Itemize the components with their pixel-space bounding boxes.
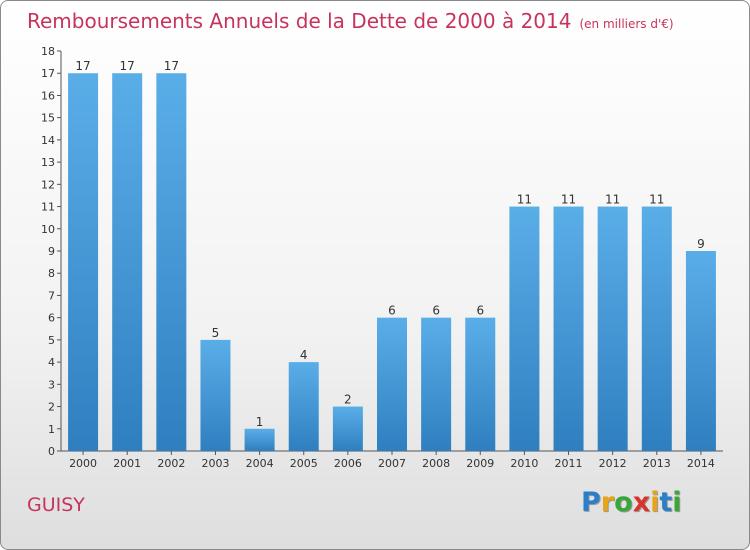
y-tick-label: 5: [48, 334, 55, 347]
chart-title-text: Remboursements Annuels de la Dette de 20…: [27, 9, 572, 33]
bar: [244, 428, 275, 451]
x-tick-label: 2013: [643, 457, 671, 470]
y-tick-label: 11: [41, 201, 55, 214]
data-labels: 17 17 17 5 1 4 2 6 6 6 11 11 11 11 9: [75, 59, 704, 429]
proxiti-logo[interactable]: Proxiti: [581, 487, 682, 518]
y-tick-label: 9: [48, 245, 55, 258]
data-label: 6: [432, 304, 440, 318]
y-tick-label: 4: [48, 356, 55, 369]
y-tick-label: 2: [48, 401, 55, 414]
x-tick-label: 2000: [69, 457, 97, 470]
data-label: 9: [697, 237, 705, 251]
x-tick-label: 2007: [378, 457, 406, 470]
y-tick-label: 15: [41, 112, 55, 125]
y-tick-label: 8: [48, 267, 55, 280]
bar: [68, 73, 99, 451]
data-label: 17: [75, 59, 90, 73]
bar: [112, 73, 143, 451]
logo-letter: i: [650, 487, 660, 518]
data-label: 17: [164, 59, 179, 73]
y-tick-label: 6: [48, 312, 55, 325]
y-tick-label: 10: [41, 223, 55, 236]
bar: [288, 362, 319, 451]
x-tick-label: 2010: [510, 457, 538, 470]
bar: [156, 73, 187, 451]
unit-note: (en milliers d'€): [579, 17, 674, 31]
bar: [641, 206, 672, 451]
logo-letter: t: [659, 487, 673, 518]
data-label: 5: [212, 326, 220, 340]
x-tick-label: 2009: [466, 457, 494, 470]
data-label: 11: [649, 193, 664, 207]
logo-letter: i: [672, 487, 682, 518]
y-tick-label: 7: [48, 289, 55, 302]
x-tick-label: 2012: [599, 457, 627, 470]
x-tick-label: 2014: [687, 457, 715, 470]
x-tick-label: 2006: [334, 457, 362, 470]
y-tick-label: 17: [41, 67, 55, 80]
y-tick-label: 13: [41, 156, 55, 169]
data-label: 11: [605, 193, 620, 207]
data-label: 6: [476, 304, 484, 318]
data-label: 1: [256, 415, 264, 429]
x-tick-label: 2004: [246, 457, 274, 470]
data-label: 11: [561, 193, 576, 207]
bar: [200, 339, 231, 451]
bar: [421, 317, 452, 451]
x-tick-label: 2002: [157, 457, 185, 470]
data-label: 11: [517, 193, 532, 207]
data-label: 2: [344, 393, 352, 407]
data-label: 17: [120, 59, 135, 73]
bar: [685, 251, 716, 451]
x-tick-label: 2011: [555, 457, 583, 470]
logo-letter: o: [614, 487, 633, 518]
y-tick-label: 12: [41, 178, 55, 191]
x-tick-label: 2001: [113, 457, 141, 470]
bars: [68, 73, 716, 451]
bar: [332, 406, 363, 451]
y-tick-label: 18: [41, 45, 55, 58]
data-label: 4: [300, 348, 308, 362]
x-tick-label: 2003: [201, 457, 229, 470]
chart-title: Remboursements Annuels de la Dette de 20…: [27, 9, 674, 33]
y-tick-label: 0: [48, 445, 55, 458]
logo-letter: r: [600, 487, 615, 518]
bar: [553, 206, 584, 451]
x-tick-label: 2005: [290, 457, 318, 470]
y-tick-label: 14: [41, 134, 55, 147]
logo-letter: P: [581, 487, 601, 518]
data-label: 6: [388, 304, 396, 318]
city-name: GUISY: [27, 494, 85, 516]
bar: [465, 317, 496, 451]
x-tick-label: 2008: [422, 457, 450, 470]
bar: [509, 206, 540, 451]
y-tick-label: 16: [41, 89, 55, 102]
bar: [377, 317, 407, 451]
bar: [597, 206, 628, 451]
y-tick-label: 1: [48, 423, 55, 436]
logo-letter: x: [632, 487, 651, 518]
y-tick-label: 3: [48, 378, 55, 391]
